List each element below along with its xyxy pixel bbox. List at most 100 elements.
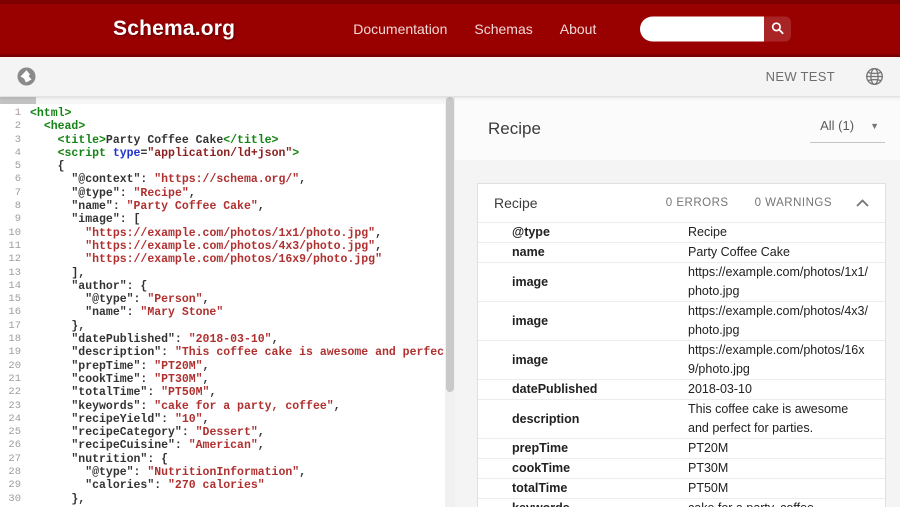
- code-line[interactable]: 24 "recipeYield": "10",: [0, 413, 445, 426]
- code-line[interactable]: 22 "totalTime": "PT50M",: [0, 386, 445, 399]
- code-segment-tag: <html>: [30, 107, 72, 120]
- property-label: image: [512, 313, 549, 328]
- code-segment-str: "https://example.com/photos/4x3/photo.jp…: [85, 239, 376, 253]
- code-segment-pln: ,: [257, 200, 265, 214]
- property-value: https://example.com/photos/4x3/photo.jpg: [688, 304, 868, 337]
- line-number: 1: [14, 107, 21, 119]
- code-segment-pln: "@type":: [30, 466, 148, 480]
- globe-filled-icon[interactable]: [16, 66, 37, 87]
- code-segment-pln: "name":: [30, 200, 127, 214]
- property-label: totalTime: [512, 481, 568, 495]
- code-segment-pln: "@context":: [30, 173, 155, 187]
- code-line[interactable]: 28 "@type": "NutritionInformation",: [0, 466, 445, 479]
- code-line[interactable]: 23 "keywords": "cake for a party, coffee…: [0, 400, 445, 413]
- nav-item-about[interactable]: About: [559, 21, 597, 37]
- code-line[interactable]: 12 "https://example.com/photos/16x9/phot…: [0, 253, 445, 266]
- code-line[interactable]: 13 ],: [0, 267, 445, 280]
- new-test-button[interactable]: NEW TEST: [765, 69, 835, 84]
- language-globe-icon[interactable]: [865, 67, 884, 86]
- code-segment-pln: "nutrition": {: [30, 452, 169, 466]
- code-line[interactable]: 18 "datePublished": "2018-03-10",: [0, 333, 445, 346]
- code-line[interactable]: 30 },: [0, 493, 445, 506]
- code-line[interactable]: 7 "@type": "Recipe",: [0, 187, 445, 200]
- code-line[interactable]: 4 <script type = "application/ld+json" >: [0, 147, 445, 160]
- line-number: 3: [14, 133, 21, 146]
- code-segment-pln: [30, 240, 85, 253]
- code-segment-pln: ,: [202, 372, 210, 386]
- code-line[interactable]: 5 {: [0, 160, 445, 173]
- code-line[interactable]: 3 <title> Party Coffee Cake </title>: [0, 134, 445, 147]
- line-number: 4: [14, 146, 21, 159]
- code-editor-panel[interactable]: 1 <html> 2 <head> 3 <title> Party Coffee Cak…: [0, 97, 445, 507]
- result-filter-dropdown[interactable]: All (1) ▼: [810, 114, 885, 143]
- code-line[interactable]: 20 "prepTime": "PT20M",: [0, 360, 445, 373]
- code-line[interactable]: 9 "image": [: [0, 213, 445, 226]
- nav-item-documentation[interactable]: Documentation: [353, 21, 448, 37]
- horizontal-scrollbar-thumb[interactable]: [0, 97, 36, 104]
- property-row: keywordscake for a party, coffee: [478, 498, 885, 507]
- code-segment-pln: ,: [271, 333, 279, 347]
- line-number: 28: [8, 466, 21, 479]
- property-row: cookTime PT30M: [478, 458, 885, 478]
- code-segment-str: "Dessert": [195, 426, 258, 440]
- line-number: 2: [14, 120, 21, 133]
- code-line[interactable]: 16 "name": "Mary Stone": [0, 306, 445, 319]
- code-segment-str: "Party Coffee Cake": [126, 200, 258, 214]
- test-toolbar: NEW TEST: [0, 57, 900, 97]
- code-segment-pln: [30, 134, 58, 147]
- warnings-count: 0 WARNINGS: [754, 197, 832, 209]
- code-segment-str: "PT30M": [154, 372, 203, 386]
- chevron-up-icon[interactable]: [856, 199, 869, 207]
- code-line[interactable]: 2 <head>: [0, 120, 445, 133]
- code-line[interactable]: 19 "description": "This coffee cake is a…: [0, 346, 445, 359]
- result-header: Recipe All (1) ▼: [455, 97, 900, 160]
- nav-item-schemas[interactable]: Schemas: [474, 21, 533, 37]
- line-number: 16: [8, 306, 21, 319]
- code-line[interactable]: 11 "https://example.com/photos/4x3/photo…: [0, 240, 445, 253]
- property-row: image https://example.com/photos/16x9/pho…: [478, 340, 885, 379]
- line-number: 30: [8, 492, 21, 505]
- code-line[interactable]: 29 "calories": "270 calories": [0, 479, 445, 492]
- code-segment-tag: <script: [57, 146, 113, 160]
- code-line[interactable]: 21 "cookTime": "PT30M",: [0, 373, 445, 386]
- detected-type-heading: Recipe: [488, 118, 541, 138]
- code-segment-pln: "cookTime":: [30, 372, 155, 386]
- code-line[interactable]: 14 "author": {: [0, 280, 445, 293]
- code-line[interactable]: 10 "https://example.com/photos/1x1/photo…: [0, 227, 445, 240]
- code-segment-str: "Person": [147, 293, 203, 307]
- property-value: https://example.com/photos/16x9/photo.jp…: [688, 343, 865, 376]
- line-number: 5: [14, 160, 21, 173]
- line-number: 21: [8, 372, 21, 385]
- property-row: totalTime PT50M: [478, 478, 885, 498]
- code-segment-pln: ,: [257, 439, 265, 453]
- code-segment-str: "Recipe": [133, 186, 189, 200]
- code-line[interactable]: 26 "recipeCuisine": "American",: [0, 439, 445, 452]
- vertical-scrollbar[interactable]: [445, 97, 455, 507]
- code-line[interactable]: 17 },: [0, 320, 445, 333]
- line-number: 14: [8, 279, 21, 292]
- app-header: Schema.org Documentation Schemas About: [0, 0, 900, 57]
- property-row: datePublished 2018-03-10: [478, 379, 885, 399]
- code-segment-pln: "calories":: [30, 479, 169, 493]
- code-line[interactable]: 27 "nutrition": {: [0, 453, 445, 466]
- code-segment-str: "https://example.com/photos/1x1/photo.jp…: [85, 226, 376, 240]
- code-line[interactable]: 1 <html>: [0, 107, 445, 120]
- code-segment-str: "American": [188, 439, 258, 453]
- horizontal-scrollbar[interactable]: [0, 97, 445, 104]
- schema-org-logo[interactable]: Schema.org: [113, 17, 236, 40]
- code-segment-pln: Party Coffee Cake: [105, 133, 224, 147]
- code-segment-pln: ,: [202, 293, 210, 307]
- recipe-card-header[interactable]: Recipe 0 ERRORS 0 WARNINGS: [478, 184, 885, 222]
- search-input[interactable]: [640, 16, 764, 42]
- line-number: 24: [8, 412, 21, 425]
- code-line[interactable]: 8 "name": "Party Coffee Cake",: [0, 200, 445, 213]
- code-segment-pln: "image": [: [30, 213, 141, 227]
- code-line[interactable]: 25 "recipeCategory": "Dessert",: [0, 426, 445, 439]
- code-segment-str: "This coffee cake is awesome and perfect…: [174, 346, 445, 360]
- code-line[interactable]: 6 "@context": "https://schema.org/",: [0, 173, 445, 186]
- code-segment-pln: =: [140, 146, 148, 160]
- line-number: 6: [14, 173, 21, 186]
- code-line[interactable]: 15 "@type": "Person",: [0, 293, 445, 306]
- search-button[interactable]: [764, 16, 791, 42]
- vertical-scrollbar-thumb[interactable]: [446, 97, 454, 393]
